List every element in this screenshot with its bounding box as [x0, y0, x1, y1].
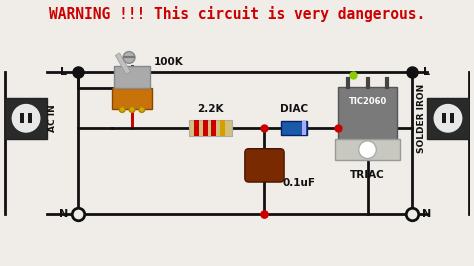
Bar — [28, 113, 32, 123]
Text: K: K — [383, 108, 391, 118]
Bar — [450, 113, 454, 123]
Bar — [114, 66, 150, 88]
Circle shape — [139, 106, 145, 113]
Circle shape — [129, 106, 135, 113]
Bar — [20, 113, 24, 123]
Text: N: N — [59, 209, 68, 219]
Bar — [338, 87, 397, 141]
Bar — [211, 120, 216, 136]
Bar — [335, 139, 400, 160]
Bar — [220, 120, 225, 136]
Bar — [442, 113, 446, 123]
Text: TRIAC: TRIAC — [350, 170, 385, 180]
Text: DIAC: DIAC — [280, 104, 308, 114]
Bar — [281, 121, 307, 135]
Circle shape — [359, 141, 376, 159]
Bar — [5, 98, 46, 139]
Circle shape — [434, 105, 462, 132]
Text: WARNING !!! This circuit is very dangerous.: WARNING !!! This circuit is very dangero… — [49, 6, 425, 22]
Bar — [189, 120, 232, 136]
Text: AC IN: AC IN — [48, 105, 57, 132]
Bar — [203, 120, 208, 136]
Text: A: A — [364, 108, 372, 118]
Text: L: L — [423, 67, 430, 77]
Text: N: N — [422, 209, 431, 219]
Text: SOLDER IRON: SOLDER IRON — [417, 84, 426, 153]
FancyBboxPatch shape — [245, 149, 284, 182]
Text: L: L — [60, 67, 67, 77]
Text: G: G — [344, 108, 352, 118]
Text: 100K: 100K — [154, 57, 183, 67]
Text: TIC2060: TIC2060 — [348, 97, 387, 106]
Bar — [115, 53, 130, 74]
Bar — [428, 98, 469, 139]
Bar — [302, 121, 306, 135]
Circle shape — [123, 52, 135, 63]
Text: 2.2K: 2.2K — [197, 104, 224, 114]
Bar — [194, 120, 199, 136]
Circle shape — [119, 106, 125, 113]
Bar — [112, 88, 152, 109]
Text: 0.1uF: 0.1uF — [282, 178, 315, 188]
Circle shape — [12, 105, 40, 132]
